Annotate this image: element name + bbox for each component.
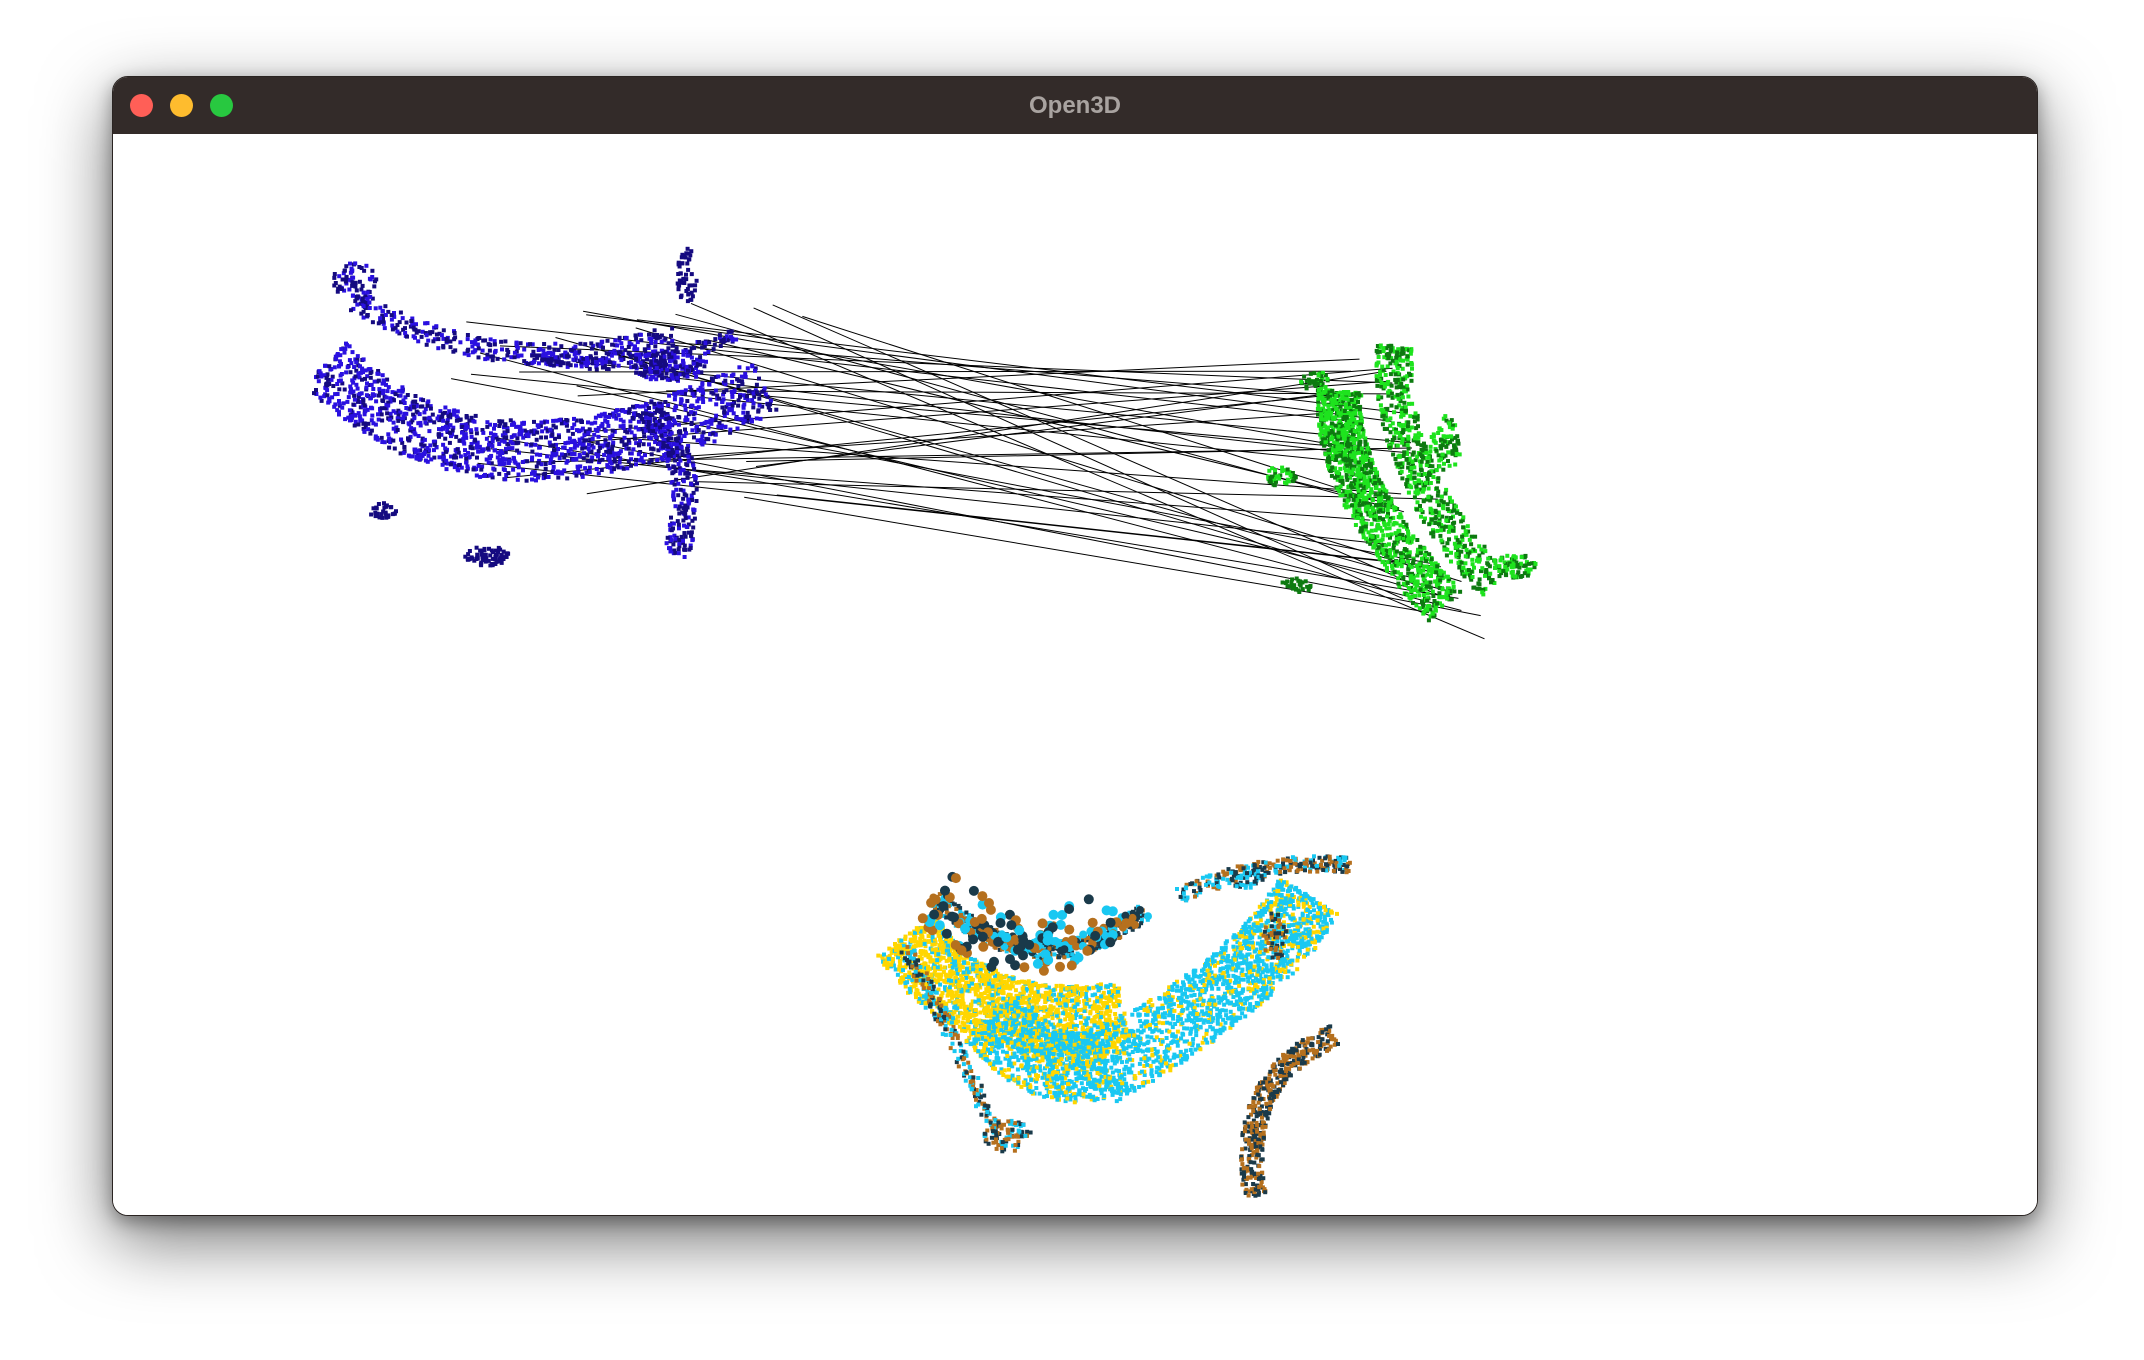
window-title: Open3D (1028, 91, 1121, 119)
title-bar[interactable]: Open3D (113, 77, 2037, 134)
minimize-icon[interactable] (170, 94, 193, 117)
target-point-cloud (1266, 343, 1538, 623)
registered-point-clouds (876, 854, 1352, 1198)
correspondence-lines (451, 302, 1485, 640)
render-viewport[interactable] (113, 134, 2037, 1215)
window-controls (130, 94, 233, 117)
close-icon[interactable] (130, 94, 153, 117)
maximize-icon[interactable] (210, 94, 233, 117)
scene-canvas[interactable] (113, 134, 2037, 1215)
open3d-window: Open3D (112, 76, 2038, 1216)
source-point-cloud (312, 246, 779, 568)
